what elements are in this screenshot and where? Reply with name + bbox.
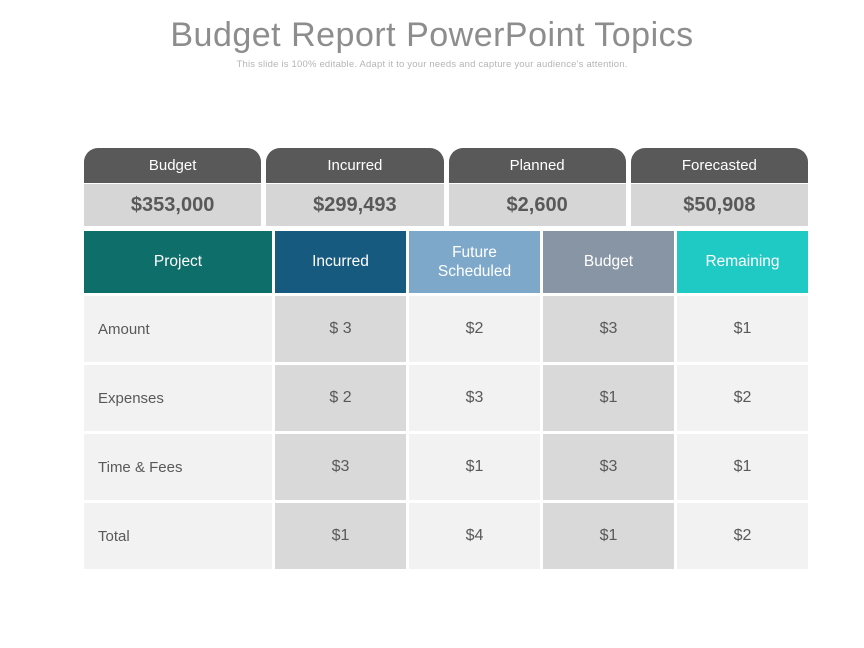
- summary-value-forecasted: $50,908: [630, 184, 808, 226]
- table-cell: $3: [543, 296, 674, 362]
- column-header-remaining: Remaining: [677, 231, 808, 293]
- table-cell: $3: [543, 434, 674, 500]
- summary-column-forecasted: Forecasted $50,908: [630, 148, 808, 226]
- table-cell: $1: [409, 434, 540, 500]
- page-subtitle: This slide is 100% editable. Adapt it to…: [236, 59, 628, 70]
- summary-value-planned: $2,600: [448, 184, 626, 226]
- table-cell: $3: [275, 434, 406, 500]
- table-cell: $ 2: [275, 365, 406, 431]
- summary-tab-planned: Planned: [448, 148, 626, 183]
- table-cell: $1: [543, 503, 674, 569]
- summary-value-budget: $353,000: [84, 184, 262, 226]
- summary-tab-budget: Budget: [84, 148, 262, 183]
- table-cell: $1: [677, 296, 808, 362]
- budget-table: Project Incurred Future Scheduled Budget…: [84, 231, 808, 569]
- row-label-expenses: Expenses: [84, 365, 272, 431]
- column-header-project: Project: [84, 231, 272, 293]
- summary-tab-forecasted: Forecasted: [630, 148, 808, 183]
- summary-value-incurred: $299,493: [266, 184, 444, 226]
- column-header-budget: Budget: [543, 231, 674, 293]
- table-cell: $2: [409, 296, 540, 362]
- summary-column-incurred: Incurred $299,493: [266, 148, 444, 226]
- page-title: Budget Report PowerPoint Topics: [170, 16, 694, 54]
- table-cell: $3: [409, 365, 540, 431]
- table-cell: $1: [677, 434, 808, 500]
- row-label-time-and-fees: Time & Fees: [84, 434, 272, 500]
- summary-column-budget: Budget $353,000: [84, 148, 262, 226]
- summary-column-planned: Planned $2,600: [448, 148, 626, 226]
- column-header-incurred: Incurred: [275, 231, 406, 293]
- row-label-amount: Amount: [84, 296, 272, 362]
- title-block: Budget Report PowerPoint Topics This sli…: [0, 16, 864, 70]
- summary-tab-incurred: Incurred: [266, 148, 444, 183]
- table-cell: $4: [409, 503, 540, 569]
- table-cell: $1: [275, 503, 406, 569]
- column-header-future-scheduled: Future Scheduled: [409, 231, 540, 293]
- table-cell: $ 3: [275, 296, 406, 362]
- table-cell: $2: [677, 503, 808, 569]
- row-label-total: Total: [84, 503, 272, 569]
- table-cell: $1: [543, 365, 674, 431]
- summary-strip: Budget $353,000 Incurred $299,493 Planne…: [84, 148, 808, 226]
- table-cell: $2: [677, 365, 808, 431]
